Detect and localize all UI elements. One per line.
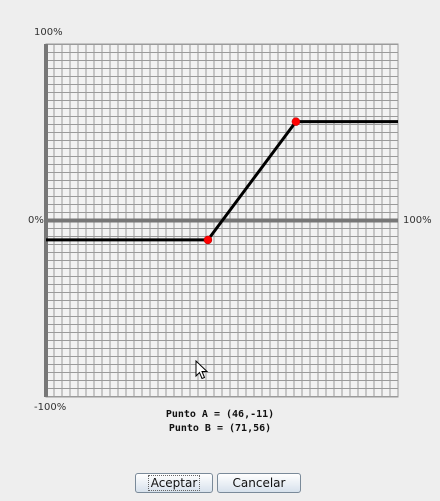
accept-button-label: Aceptar [147,475,201,491]
mouse-cursor-icon [195,360,209,380]
control-point-b[interactable] [291,117,301,126]
point-a-text: Punto A = (46,-11) [165,409,275,420]
points-readout: Punto A = (46,-11) Punto B = (71,56) [0,408,440,436]
y-axis-top-label: 100% [34,27,63,38]
control-point-a[interactable] [203,235,213,245]
y-axis-zero-label: 0% [28,215,44,226]
x-axis-right-label: 100% [403,215,432,226]
cancel-button[interactable]: Cancelar [217,473,301,493]
y-axis-bottom-label: -100% [34,402,67,413]
curve-editor-chart[interactable] [0,0,440,420]
cancel-button-label: Cancelar [232,476,286,490]
curve-line [46,120,398,242]
point-b-text: Punto B = (71,56) [168,423,272,434]
accept-button[interactable]: Aceptar [135,473,213,493]
